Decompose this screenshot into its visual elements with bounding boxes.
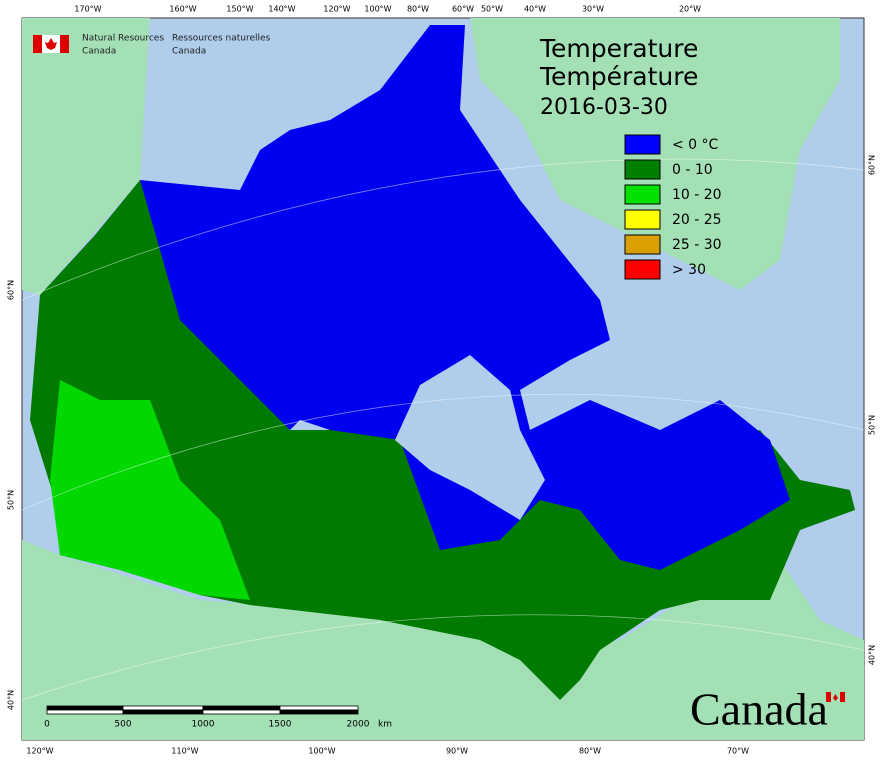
longitude-label: 50°W (481, 5, 503, 14)
longitude-label: 30°W (582, 5, 604, 14)
longitude-label: 110°W (171, 747, 198, 756)
date: 2016-03-30 (540, 95, 668, 120)
legend-label: < 0 °C (672, 137, 719, 153)
flag-bar (840, 692, 845, 702)
zone-below-0 (140, 25, 790, 570)
maple-leaf (45, 38, 57, 50)
agency-fr: Canada (172, 47, 206, 57)
hudson-bay (395, 355, 545, 520)
legend-swatch (624, 259, 661, 280)
latitude-label: 60°N (7, 280, 16, 300)
scale-segment (279, 709, 359, 715)
united-states (22, 540, 864, 740)
scale-segment (122, 709, 204, 715)
longitude-label: 120°W (26, 747, 53, 756)
legend-swatch (624, 134, 661, 155)
legend-swatch (624, 234, 661, 255)
legend-label: > 30 (672, 262, 706, 278)
latitude-label: 40°N (7, 690, 16, 710)
legend-swatch (624, 159, 661, 180)
wordmark-flag (826, 692, 845, 702)
longitude-label: 120°W (323, 5, 350, 14)
zone-10-20 (50, 380, 250, 600)
legend-label: 25 - 30 (672, 237, 722, 253)
scale-segment (122, 705, 204, 711)
longitude-label: 80°W (579, 747, 601, 756)
title: Temperature (539, 34, 698, 63)
legend-label: 20 - 25 (672, 212, 722, 228)
canada (30, 25, 855, 700)
legend-label: 10 - 20 (672, 187, 722, 203)
title: Température (539, 62, 698, 91)
flag-bar (33, 35, 42, 53)
scale-bar: 0 500 1000 1500 2000 km (44, 705, 392, 730)
agency-en: Canada (82, 47, 116, 57)
scale-segment (202, 709, 281, 715)
latitude-label: 40°N (868, 645, 877, 665)
legend-swatch (624, 209, 661, 230)
scale-label: 0 (44, 720, 50, 730)
alaska (22, 18, 150, 295)
scale-segment (46, 705, 124, 711)
latitude-label: 50°N (868, 415, 877, 435)
longitude-label: 70°W (727, 747, 749, 756)
longitude-label: 80°W (407, 5, 429, 14)
longitude-label: 170°W (74, 5, 101, 14)
scale-label: 2000 (347, 720, 370, 730)
scale-unit: km (378, 720, 392, 730)
latitude-label: 60°N (868, 155, 877, 175)
wordmark: Canada (690, 684, 828, 735)
longitude-label: 140°W (268, 5, 295, 14)
scale-segment (46, 709, 124, 715)
longitude-label: 100°W (308, 747, 335, 756)
nrcan-logo (33, 35, 69, 53)
graticule (21, 158, 865, 701)
longitude-label: 160°W (169, 5, 196, 14)
longitude-label: 150°W (226, 5, 253, 14)
scale-segment (279, 705, 359, 711)
parallel (21, 614, 865, 701)
longitude-label: 100°W (364, 5, 391, 14)
flag-bar (60, 35, 69, 53)
agency-en: Natural Resources (82, 34, 164, 44)
graticule-labels: 170°W 160°W 150°W 140°W 120°W 100°W 80°W 60°W 50… (7, 5, 877, 756)
longitude-label: 20°W (679, 5, 701, 14)
scale-label: 1000 (192, 720, 215, 730)
parallel (21, 158, 865, 301)
longitude-label: 60°W (452, 5, 474, 14)
legend-swatch (624, 184, 661, 205)
longitude-label: 90°W (446, 747, 468, 756)
flag-bar (826, 692, 831, 702)
parallel (21, 393, 865, 511)
scale-label: 500 (114, 720, 131, 730)
maple-leaf (833, 694, 838, 701)
scale-label: 1500 (269, 720, 292, 730)
longitude-label: 40°W (524, 5, 546, 14)
legend-label: 0 - 10 (672, 162, 713, 178)
agency-fr: Ressources naturelles (172, 34, 271, 44)
latitude-label: 50°N (7, 490, 16, 510)
scale-segment (202, 705, 281, 711)
legend: < 0 °C 0 - 10 10 - 20 20 - 25 25 - 30 > 30 (624, 134, 722, 280)
